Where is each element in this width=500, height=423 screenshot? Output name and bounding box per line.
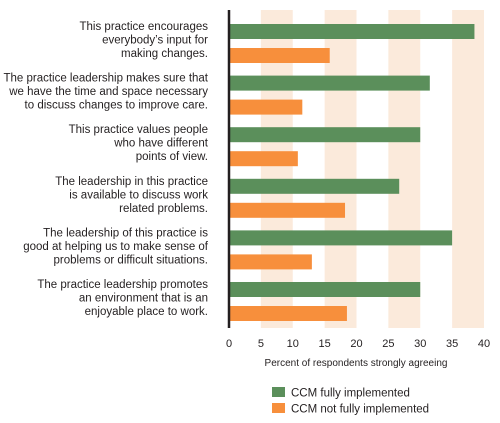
- x-tick-label: 25: [382, 338, 394, 350]
- category-labels: This practice encourages everybody’s inpu…: [3, 21, 208, 318]
- background-band: [452, 10, 484, 328]
- legend-swatch: [272, 403, 285, 413]
- legend-label: CCM fully implemented: [291, 388, 410, 400]
- bar-fully-implemented: [229, 24, 475, 39]
- bar-fully-implemented: [229, 230, 453, 246]
- background-band: [388, 10, 421, 328]
- bar-not-fully-implemented: [229, 99, 303, 115]
- x-tick-label: 30: [414, 338, 426, 350]
- x-tick-label: 0: [226, 338, 232, 350]
- background-band: [324, 10, 357, 328]
- bar-not-fully-implemented: [229, 48, 330, 63]
- x-tick-label: 10: [287, 338, 299, 350]
- bar-not-fully-implemented: [229, 151, 298, 167]
- x-tick-labels: 0 5 10 15 20 25 30 35 40: [226, 338, 490, 350]
- bar-fully-implemented: [229, 127, 421, 143]
- bar-not-fully-implemented: [229, 202, 346, 218]
- legend-label: CCM not fully implemented: [291, 404, 429, 416]
- category-label: This practice encourages everybody’s inpu…: [80, 21, 209, 60]
- category-label: The leadership in this practice is availa…: [55, 176, 208, 215]
- bar-fully-implemented: [229, 178, 400, 194]
- bars: [229, 24, 475, 321]
- category-label: This practice values people who have diff…: [69, 124, 209, 163]
- x-tick-label: 40: [478, 338, 490, 350]
- category-label: The leadership of this practice is good a…: [23, 227, 209, 266]
- bar-not-fully-implemented: [229, 254, 312, 270]
- category-label: The practice leadership makes sure that w…: [3, 73, 208, 112]
- category-label: The practice leadership promotes an envir…: [37, 279, 208, 318]
- x-tick-label: 35: [446, 338, 458, 350]
- x-tick-label: 15: [319, 338, 331, 350]
- bar-fully-implemented: [229, 75, 430, 91]
- bar-not-fully-implemented: [229, 306, 347, 321]
- legend-swatch: [272, 387, 285, 397]
- x-axis-title: Percent of respondents strongly agreeing: [265, 358, 448, 369]
- x-tick-label: 5: [258, 338, 264, 350]
- legend: CCM fully implemented CCM not fully imple…: [272, 387, 429, 416]
- x-tick-label: 20: [350, 338, 362, 350]
- bar-fully-implemented: [229, 282, 421, 297]
